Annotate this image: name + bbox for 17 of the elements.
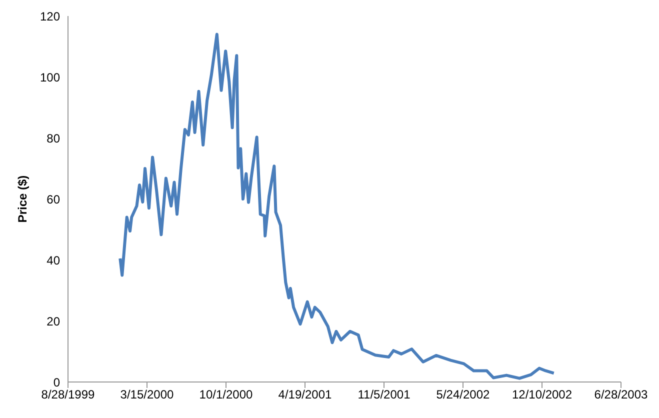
y-axis-title: Price ($) [15,175,30,223]
x-tick-label: 11/5/2001 [358,388,411,402]
y-tick-label: 120 [40,9,60,24]
y-tick-label: 0 [53,375,60,390]
x-tick-label: 10/1/2000 [199,388,254,402]
y-tick-label: 60 [46,192,60,206]
x-tick-label: 8/28/1999 [41,388,96,402]
x-tick-label: 5/24/2002 [436,388,490,402]
x-tick-label: 6/28/2003 [594,388,648,402]
x-tick-label: 3/15/2000 [120,388,174,402]
y-tick-label: 80 [46,131,60,146]
x-tick-label: 12/10/2002 [512,388,572,402]
y-tick-label: 20 [46,314,60,328]
y-tick-label: 100 [40,70,60,84]
x-tick-label: 4/19/2001 [278,388,332,402]
y-tick-label: 40 [46,253,60,268]
line-series [118,32,556,380]
